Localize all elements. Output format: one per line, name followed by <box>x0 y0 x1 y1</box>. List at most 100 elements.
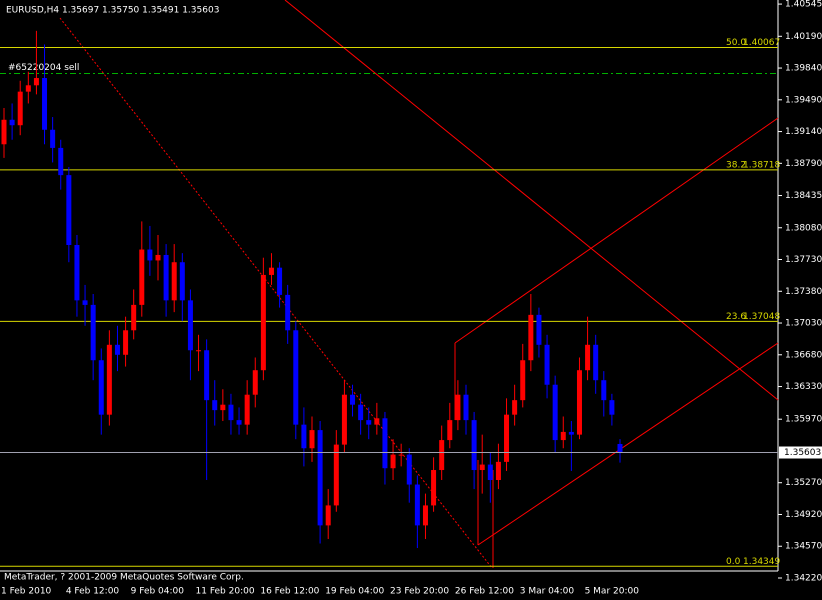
level-value: 1.40067 <box>743 38 780 48</box>
candle-body <box>244 394 250 425</box>
candle-body <box>317 430 323 526</box>
candle-body <box>471 420 477 471</box>
candle-body <box>123 330 129 355</box>
y-tick-label: 1.37030 <box>785 319 822 329</box>
level-label: 0.0 <box>726 557 741 567</box>
y-tick-label: 1.34220 <box>785 574 822 584</box>
candle-body <box>398 454 404 456</box>
candle-body <box>350 394 356 405</box>
candle-body <box>439 440 445 471</box>
x-tick-label: 23 Feb 20:00 <box>390 587 449 597</box>
candle-body <box>171 262 177 301</box>
candle-body <box>179 262 185 301</box>
candle-body <box>1 119 7 145</box>
candle-body <box>220 404 226 411</box>
candle-body <box>414 484 420 526</box>
candle-body <box>536 314 542 345</box>
candle-body <box>568 431 574 435</box>
candle-body <box>114 344 120 355</box>
candle-body <box>228 404 234 421</box>
candle-body <box>9 119 15 126</box>
level-value: 1.38718 <box>743 160 780 170</box>
trendline <box>454 117 779 344</box>
candle-body <box>504 414 510 462</box>
y-tick-label: 1.38790 <box>785 159 822 169</box>
candle-body <box>552 384 558 441</box>
trendline <box>59 17 493 569</box>
candle-body <box>487 464 493 481</box>
candle-body <box>42 78 48 130</box>
x-tick-label: 16 Feb 12:00 <box>260 587 319 597</box>
y-tick-label: 1.39490 <box>785 95 822 105</box>
candle-body <box>293 330 299 425</box>
current-price-label: 1.35603 <box>784 448 821 458</box>
y-tick-label: 1.40190 <box>785 32 822 42</box>
trendline <box>477 342 779 546</box>
candle-body <box>196 350 202 352</box>
trendlines <box>59 0 779 569</box>
candle-body <box>333 444 339 506</box>
candle-body <box>212 400 218 411</box>
candle-body <box>358 404 364 421</box>
y-tick-label: 1.36330 <box>785 382 822 392</box>
candle-body <box>309 430 315 449</box>
y-tick-label: 1.35270 <box>785 478 822 488</box>
candle-body <box>447 420 453 441</box>
level-label: 50.0 <box>726 38 746 48</box>
y-tick-label: 1.39840 <box>785 64 822 74</box>
candle-body <box>463 394 469 421</box>
candle-body <box>390 454 396 469</box>
candle-body <box>325 505 331 526</box>
trendline <box>284 0 779 401</box>
candle-body <box>374 418 380 425</box>
level-label: 23.6 <box>726 312 746 322</box>
candle-body <box>601 380 607 401</box>
candle-body <box>285 294 291 331</box>
candle-body <box>260 274 266 371</box>
chart-title: EURUSD,H4 1.35697 1.35750 1.35491 1.3560… <box>6 6 219 16</box>
candle-body <box>17 91 23 126</box>
x-tick-label: 1 Feb 2010 <box>1 587 52 597</box>
x-tick-label: 3 Mar 04:00 <box>520 587 575 597</box>
candle-body <box>406 454 412 485</box>
candle-body <box>560 431 566 441</box>
candle-body <box>576 370 582 435</box>
candle-body <box>131 304 137 331</box>
candle-body <box>90 304 96 361</box>
y-tick-label: 1.37730 <box>785 255 822 265</box>
candle-body <box>520 360 526 401</box>
candle-body <box>33 78 39 86</box>
order-label: #65220204 sell <box>8 63 79 73</box>
y-tick-label: 1.36680 <box>785 350 822 360</box>
candle-body <box>544 344 550 385</box>
candle-body <box>609 400 615 415</box>
candle-body <box>422 505 428 526</box>
candle-body <box>585 344 591 371</box>
y-tick-label: 1.35970 <box>785 415 822 425</box>
y-tick-label: 1.37380 <box>785 287 822 297</box>
candle-body <box>268 267 274 275</box>
level-value: 1.37048 <box>743 312 780 322</box>
candle-body <box>528 314 534 361</box>
candle-body <box>495 461 501 481</box>
candle-body <box>82 300 88 305</box>
candle-body <box>187 300 193 351</box>
x-tick-label: 26 Feb 12:00 <box>455 587 514 597</box>
y-tick-label: 1.34570 <box>785 542 822 552</box>
candle-body <box>617 443 623 453</box>
candle-body <box>431 470 437 506</box>
y-tick-label: 1.38435 <box>785 191 822 201</box>
candle-body <box>58 147 64 176</box>
candle-body <box>455 394 461 421</box>
candle-body <box>512 400 518 415</box>
candle-body <box>98 360 104 415</box>
candle-body <box>277 267 283 295</box>
x-tick-label: 9 Feb 04:00 <box>131 587 185 597</box>
footnote: MetaTrader, ? 2001-2009 MetaQuotes Softw… <box>4 573 244 583</box>
candle-body <box>66 175 72 245</box>
candle-body <box>479 464 485 471</box>
candle-body <box>25 85 31 92</box>
